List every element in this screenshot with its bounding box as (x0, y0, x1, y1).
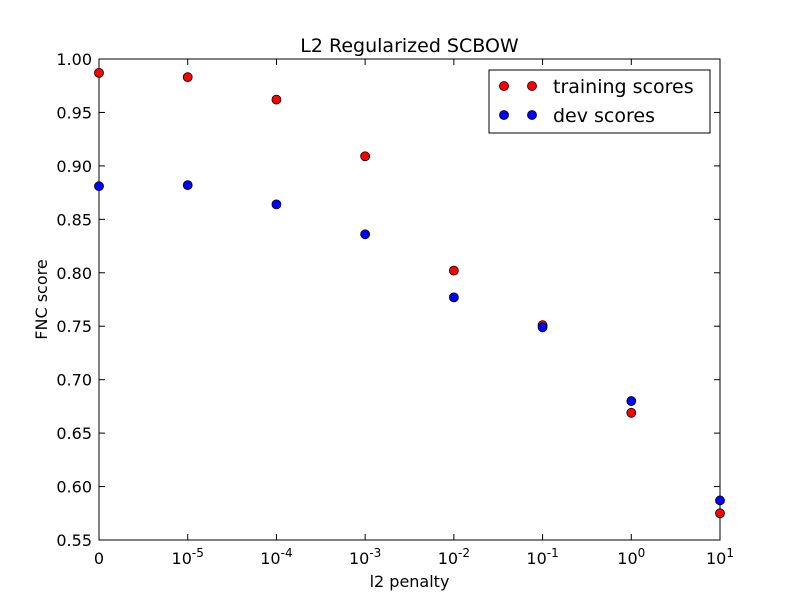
data-point (360, 151, 371, 162)
data-point (182, 72, 193, 83)
data-point (626, 396, 637, 406)
x-tick-label: 0 (94, 549, 104, 568)
y-tick-label: 0.65 (56, 424, 92, 443)
data-point (715, 495, 725, 506)
legend-box (488, 69, 711, 134)
x-tick-label: 10-2 (438, 546, 470, 568)
data-point (448, 292, 459, 303)
plot-frame (98, 58, 721, 541)
data-point (271, 199, 282, 210)
legend-marker (499, 110, 509, 120)
data-point (94, 67, 104, 78)
legend-label: training scores (553, 76, 694, 98)
data-point (94, 181, 104, 192)
x-tick-label: 10-5 (172, 546, 204, 568)
y-axis-label: FNC score (32, 259, 51, 339)
data-point (448, 265, 459, 276)
x-tick-label: 10-1 (526, 546, 558, 568)
series-training-scores (94, 67, 725, 519)
chart-title: L2 Regularized SCBOW (300, 35, 519, 57)
legend-label: dev scores (553, 105, 655, 127)
legend-marker (527, 110, 537, 120)
x-tick-label: 101 (706, 546, 734, 568)
legend-marker (499, 81, 509, 91)
data-point (360, 229, 371, 240)
data-point (537, 322, 548, 333)
data-point (626, 407, 637, 418)
series-dev-scores (94, 180, 725, 506)
y-tick-label: 1.00 (56, 50, 92, 69)
y-tick-label: 0.75 (56, 317, 92, 336)
y-tick-label: 0.95 (56, 103, 92, 122)
x-axis-label: l2 penalty (370, 572, 450, 591)
y-tick-label: 0.55 (56, 531, 92, 550)
y-tick-label: 0.90 (56, 157, 92, 176)
data-point (715, 508, 725, 519)
data-point (182, 180, 193, 191)
y-tick-label: 0.70 (56, 371, 92, 390)
x-tick-label: 100 (617, 546, 645, 568)
data-point (271, 94, 282, 105)
x-tick-label: 10-4 (260, 546, 292, 568)
y-tick-label: 0.85 (56, 210, 92, 229)
x-tick-label: 10-3 (349, 546, 381, 568)
y-tick-label: 0.60 (56, 478, 92, 497)
legend-marker (527, 81, 537, 91)
legend: training scores dev scores (488, 69, 711, 134)
y-tick-label: 0.80 (56, 264, 92, 283)
